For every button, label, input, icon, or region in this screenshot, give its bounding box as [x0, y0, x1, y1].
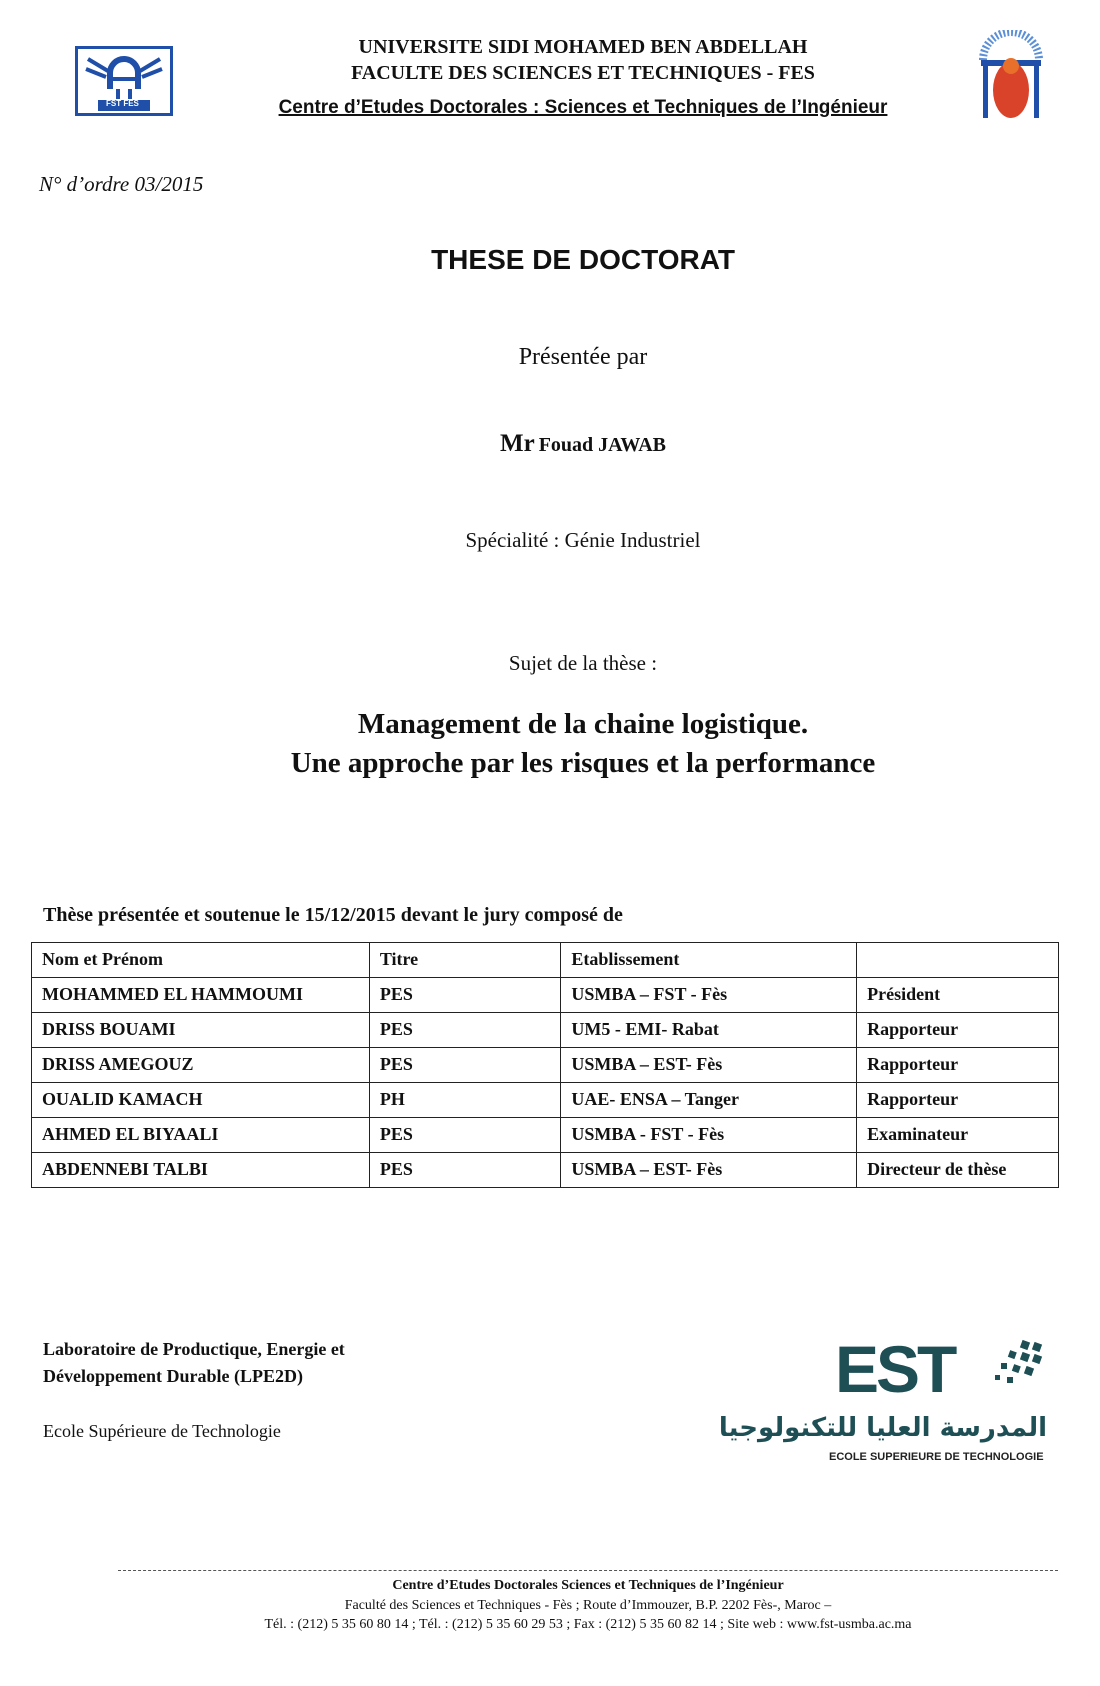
footer-divider	[118, 1570, 1058, 1571]
member-title: PES	[368, 1012, 562, 1048]
member-institution: USMBA - FST - Fès	[560, 1117, 858, 1153]
fst-logo: FST FES	[75, 46, 173, 116]
table-row: AHMED EL BIYAALI PES USMBA - FST - Fès Exam…	[31, 1117, 1059, 1153]
member-role: Rapporteur	[856, 1012, 1059, 1048]
member-title: PES	[368, 1117, 562, 1153]
member-institution: USMBA – EST- Fès	[560, 1152, 858, 1188]
column-header: Titre	[368, 942, 562, 978]
faculty-name: FACULTE DES SCIENCES ET TECHNIQUES - FES	[351, 62, 815, 84]
column-header: Nom et Prénom	[31, 942, 370, 978]
candidate-fullname: Fouad JAWAB	[538, 434, 666, 456]
member-institution: UAE- ENSA – Tanger	[560, 1082, 858, 1118]
table-row: OUALID KAMACH PH UAE- ENSA – Tanger Rapport…	[31, 1082, 1059, 1118]
table-row: ABDENNEBI TALBI PES USMBA – EST- Fès Direct…	[31, 1152, 1059, 1188]
member-institution: UM5 - EMI- Rabat	[560, 1012, 858, 1048]
lab-name-line-1: Laboratoire de Productique, Energie et	[43, 1339, 345, 1359]
est-logo-caption: ECOLE SUPERIEURE DE TECHNOLOGIE	[829, 1451, 1044, 1463]
member-role: Directeur de thèse	[856, 1152, 1059, 1188]
footer-contact: Tél. : (212) 5 35 60 80 14 ; Tél. : (212…	[264, 1617, 912, 1632]
member-name: AHMED EL BIYAALI	[31, 1117, 370, 1153]
school-name: Ecole Supérieure de Technologie	[43, 1421, 281, 1441]
usmba-logo	[977, 28, 1045, 122]
document-title: THESE DE DOCTORAT	[431, 244, 735, 275]
order-number: N° d’ordre 03/2015	[39, 172, 204, 196]
doctoral-center: Centre d’Etudes Doctorales : Sciences et…	[278, 97, 888, 118]
est-logo: EST المدرسة العليا للتكنولوجيا ECOLE SUP…	[718, 1332, 1049, 1469]
member-title: PH	[368, 1082, 562, 1118]
member-name: DRISS BOUAMI	[31, 1012, 370, 1048]
member-name: ABDENNEBI TALBI	[31, 1152, 370, 1188]
est-logo-arabic: المدرسة العليا للتكنولوجيا	[718, 1413, 1047, 1443]
member-institution: USMBA – EST- Fès	[560, 1047, 858, 1083]
est-logo-mark: EST	[835, 1332, 957, 1406]
subject-line-1: Management de la chaine logistique.	[357, 708, 809, 740]
member-role: Examinateur	[856, 1117, 1059, 1153]
lab-name-line-2: Développement Durable (LPE2D)	[43, 1366, 303, 1386]
fst-logo-text: FST FES	[106, 99, 139, 108]
column-header: Etablissement	[560, 942, 858, 978]
member-title: PES	[368, 1047, 562, 1083]
table-row: DRISS AMEGOUZ PES USMBA – EST- Fès Rapporte…	[31, 1047, 1059, 1083]
grid-pattern-icon	[995, 1339, 1043, 1383]
member-role: Rapporteur	[856, 1047, 1059, 1083]
subject-line-2: Une approche par les risques et la perfo…	[290, 747, 876, 779]
member-role: Président	[856, 977, 1059, 1013]
member-name: OUALID KAMACH	[31, 1082, 370, 1118]
candidate-prefix: Mr	[500, 430, 535, 457]
member-name: DRISS AMEGOUZ	[31, 1047, 370, 1083]
member-name: MOHAMMED EL HAMMOUMI	[31, 977, 370, 1013]
member-role: Rapporteur	[856, 1082, 1059, 1118]
member-title: PES	[368, 977, 562, 1013]
member-title: PES	[368, 1152, 562, 1188]
jury-heading: Thèse présentée et soutenue le 15/12/201…	[43, 904, 623, 926]
speciality: Spécialité : Génie Industriel	[465, 528, 701, 552]
column-header	[856, 942, 1059, 978]
member-institution: USMBA – FST - Fès	[560, 977, 858, 1013]
table-row: DRISS BOUAMI PES UM5 - EMI- Rabat Rapporteu…	[31, 1012, 1059, 1048]
university-name: UNIVERSITE SIDI MOHAMED BEN ABDELLAH	[358, 36, 808, 58]
table-row: MOHAMMED EL HAMMOUMI PES USMBA – FST - Fès…	[31, 977, 1059, 1013]
subject-label: Sujet de la thèse :	[508, 651, 658, 675]
footer-address: Faculté des Sciences et Techniques - Fès…	[344, 1598, 832, 1613]
candidate-name: Mr Fouad JAWAB	[0, 430, 1100, 458]
footer-center-name: Centre d’Etudes Doctorales Sciences et T…	[392, 1578, 784, 1593]
table-header-row: Nom et Prénom Titre Etablissement	[31, 942, 1059, 978]
presented-by: Présentée par	[518, 344, 648, 370]
jury-table: Nom et Prénom Titre Etablissement MOHAMM…	[31, 942, 1059, 1188]
